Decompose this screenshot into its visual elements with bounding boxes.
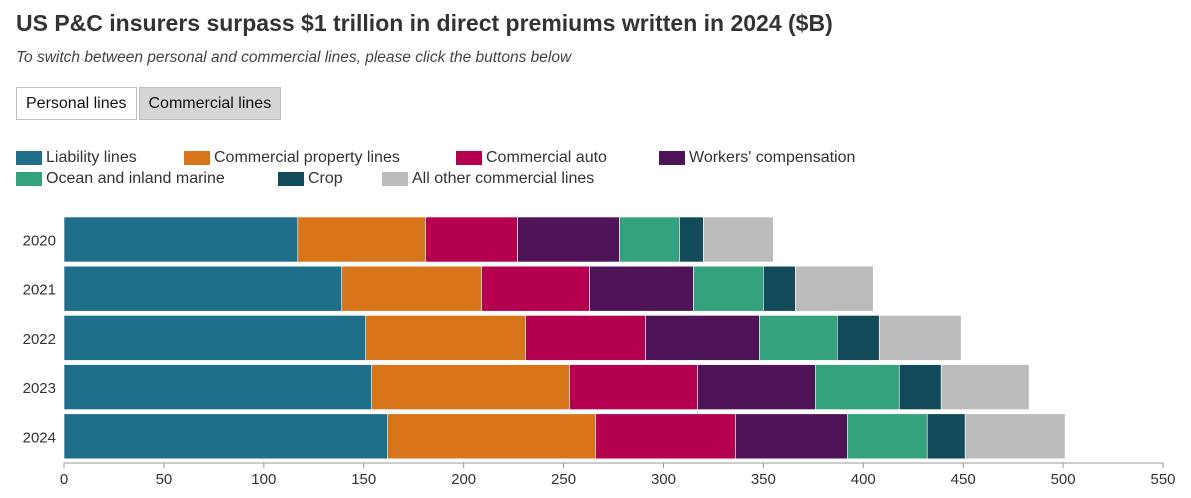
bar-segment — [387, 413, 596, 460]
bar-segment — [481, 265, 590, 312]
legend-swatch — [456, 151, 482, 165]
bar-segment — [63, 265, 343, 312]
legend-swatch — [278, 172, 304, 186]
legend-label: Commercial auto — [486, 149, 607, 166]
bar-segment — [297, 216, 426, 263]
bar-segment — [517, 216, 620, 263]
bar-segment — [735, 413, 848, 460]
bar-segment — [341, 265, 482, 312]
bar-segment — [759, 315, 838, 361]
bar-segment — [697, 364, 816, 410]
bar-segment — [371, 364, 570, 410]
bar-segment — [878, 315, 962, 361]
legend-label: Crop — [308, 170, 343, 187]
bar-segment — [846, 413, 928, 460]
bar-segment — [595, 413, 736, 460]
bar-segment — [795, 265, 874, 312]
legend-swatch — [659, 151, 685, 165]
legend-item: Crop — [278, 170, 343, 188]
bar-segment — [525, 315, 646, 361]
bar-segment — [815, 364, 900, 410]
bar-segment — [589, 265, 694, 312]
legend-label: Liability lines — [46, 149, 137, 166]
legend-item: Liability lines — [16, 149, 137, 167]
bar-segment — [693, 265, 764, 312]
x-tick-label: 100 — [251, 471, 276, 488]
x-tick-label: 200 — [451, 471, 476, 488]
legend-label: Workers' compensation — [689, 149, 856, 166]
legend-swatch — [16, 172, 42, 186]
bar-segment — [619, 216, 680, 263]
x-tick-label: 350 — [751, 471, 776, 488]
bar-segment — [425, 216, 518, 263]
x-tick-label: 450 — [951, 471, 976, 488]
bar-segment — [964, 413, 1066, 460]
bar-segment — [63, 364, 373, 410]
legend-label: All other commercial lines — [412, 170, 595, 187]
bar-segment — [703, 216, 774, 263]
legend-item: All other commercial lines — [382, 170, 594, 188]
x-tick-label: 250 — [551, 471, 576, 488]
bar-segment — [926, 413, 966, 460]
bar-segment — [679, 216, 704, 263]
legend-item: Ocean and inland marine — [16, 170, 225, 188]
legend-swatch — [382, 172, 408, 186]
x-tick-label: 0 — [60, 471, 68, 488]
commercial-lines-button[interactable]: Commercial lines — [138, 87, 282, 120]
y-tick-label: 2021 — [23, 282, 56, 299]
line-type-toggle: Personal lines Commercial lines — [16, 87, 282, 120]
legend-label: Ocean and inland marine — [46, 170, 225, 187]
bar-segment — [365, 315, 526, 361]
x-tick-label: 300 — [651, 471, 676, 488]
legend-item: Workers' compensation — [659, 149, 855, 167]
bar-segment — [898, 364, 942, 410]
x-tick-label: 550 — [1150, 471, 1175, 488]
legend-swatch — [16, 151, 42, 165]
x-tick-label: 50 — [156, 471, 173, 488]
bar-segment — [63, 315, 367, 361]
y-tick-label: 2023 — [23, 380, 56, 397]
bar-segment — [940, 364, 1030, 410]
chart-subtitle: To switch between personal and commercia… — [16, 49, 572, 66]
y-tick-label: 2020 — [23, 233, 56, 250]
y-tick-label: 2022 — [23, 331, 56, 348]
y-tick-label: 2024 — [23, 429, 56, 446]
bar-segment — [645, 315, 760, 361]
bar-segment — [63, 216, 299, 263]
personal-lines-button[interactable]: Personal lines — [16, 87, 137, 120]
legend-item: Commercial property lines — [184, 149, 400, 167]
legend-label: Commercial property lines — [214, 149, 400, 166]
chart-title: US P&C insurers surpass $1 trillion in d… — [16, 10, 833, 36]
bar-segment — [569, 364, 698, 410]
x-tick-label: 400 — [851, 471, 876, 488]
bar-segment — [63, 413, 389, 460]
bar-segment — [763, 265, 796, 312]
legend-item: Commercial auto — [456, 149, 607, 167]
legend-swatch — [184, 151, 210, 165]
x-tick-label: 500 — [1051, 471, 1076, 488]
x-tick-label: 150 — [351, 471, 376, 488]
bar-segment — [836, 315, 880, 361]
